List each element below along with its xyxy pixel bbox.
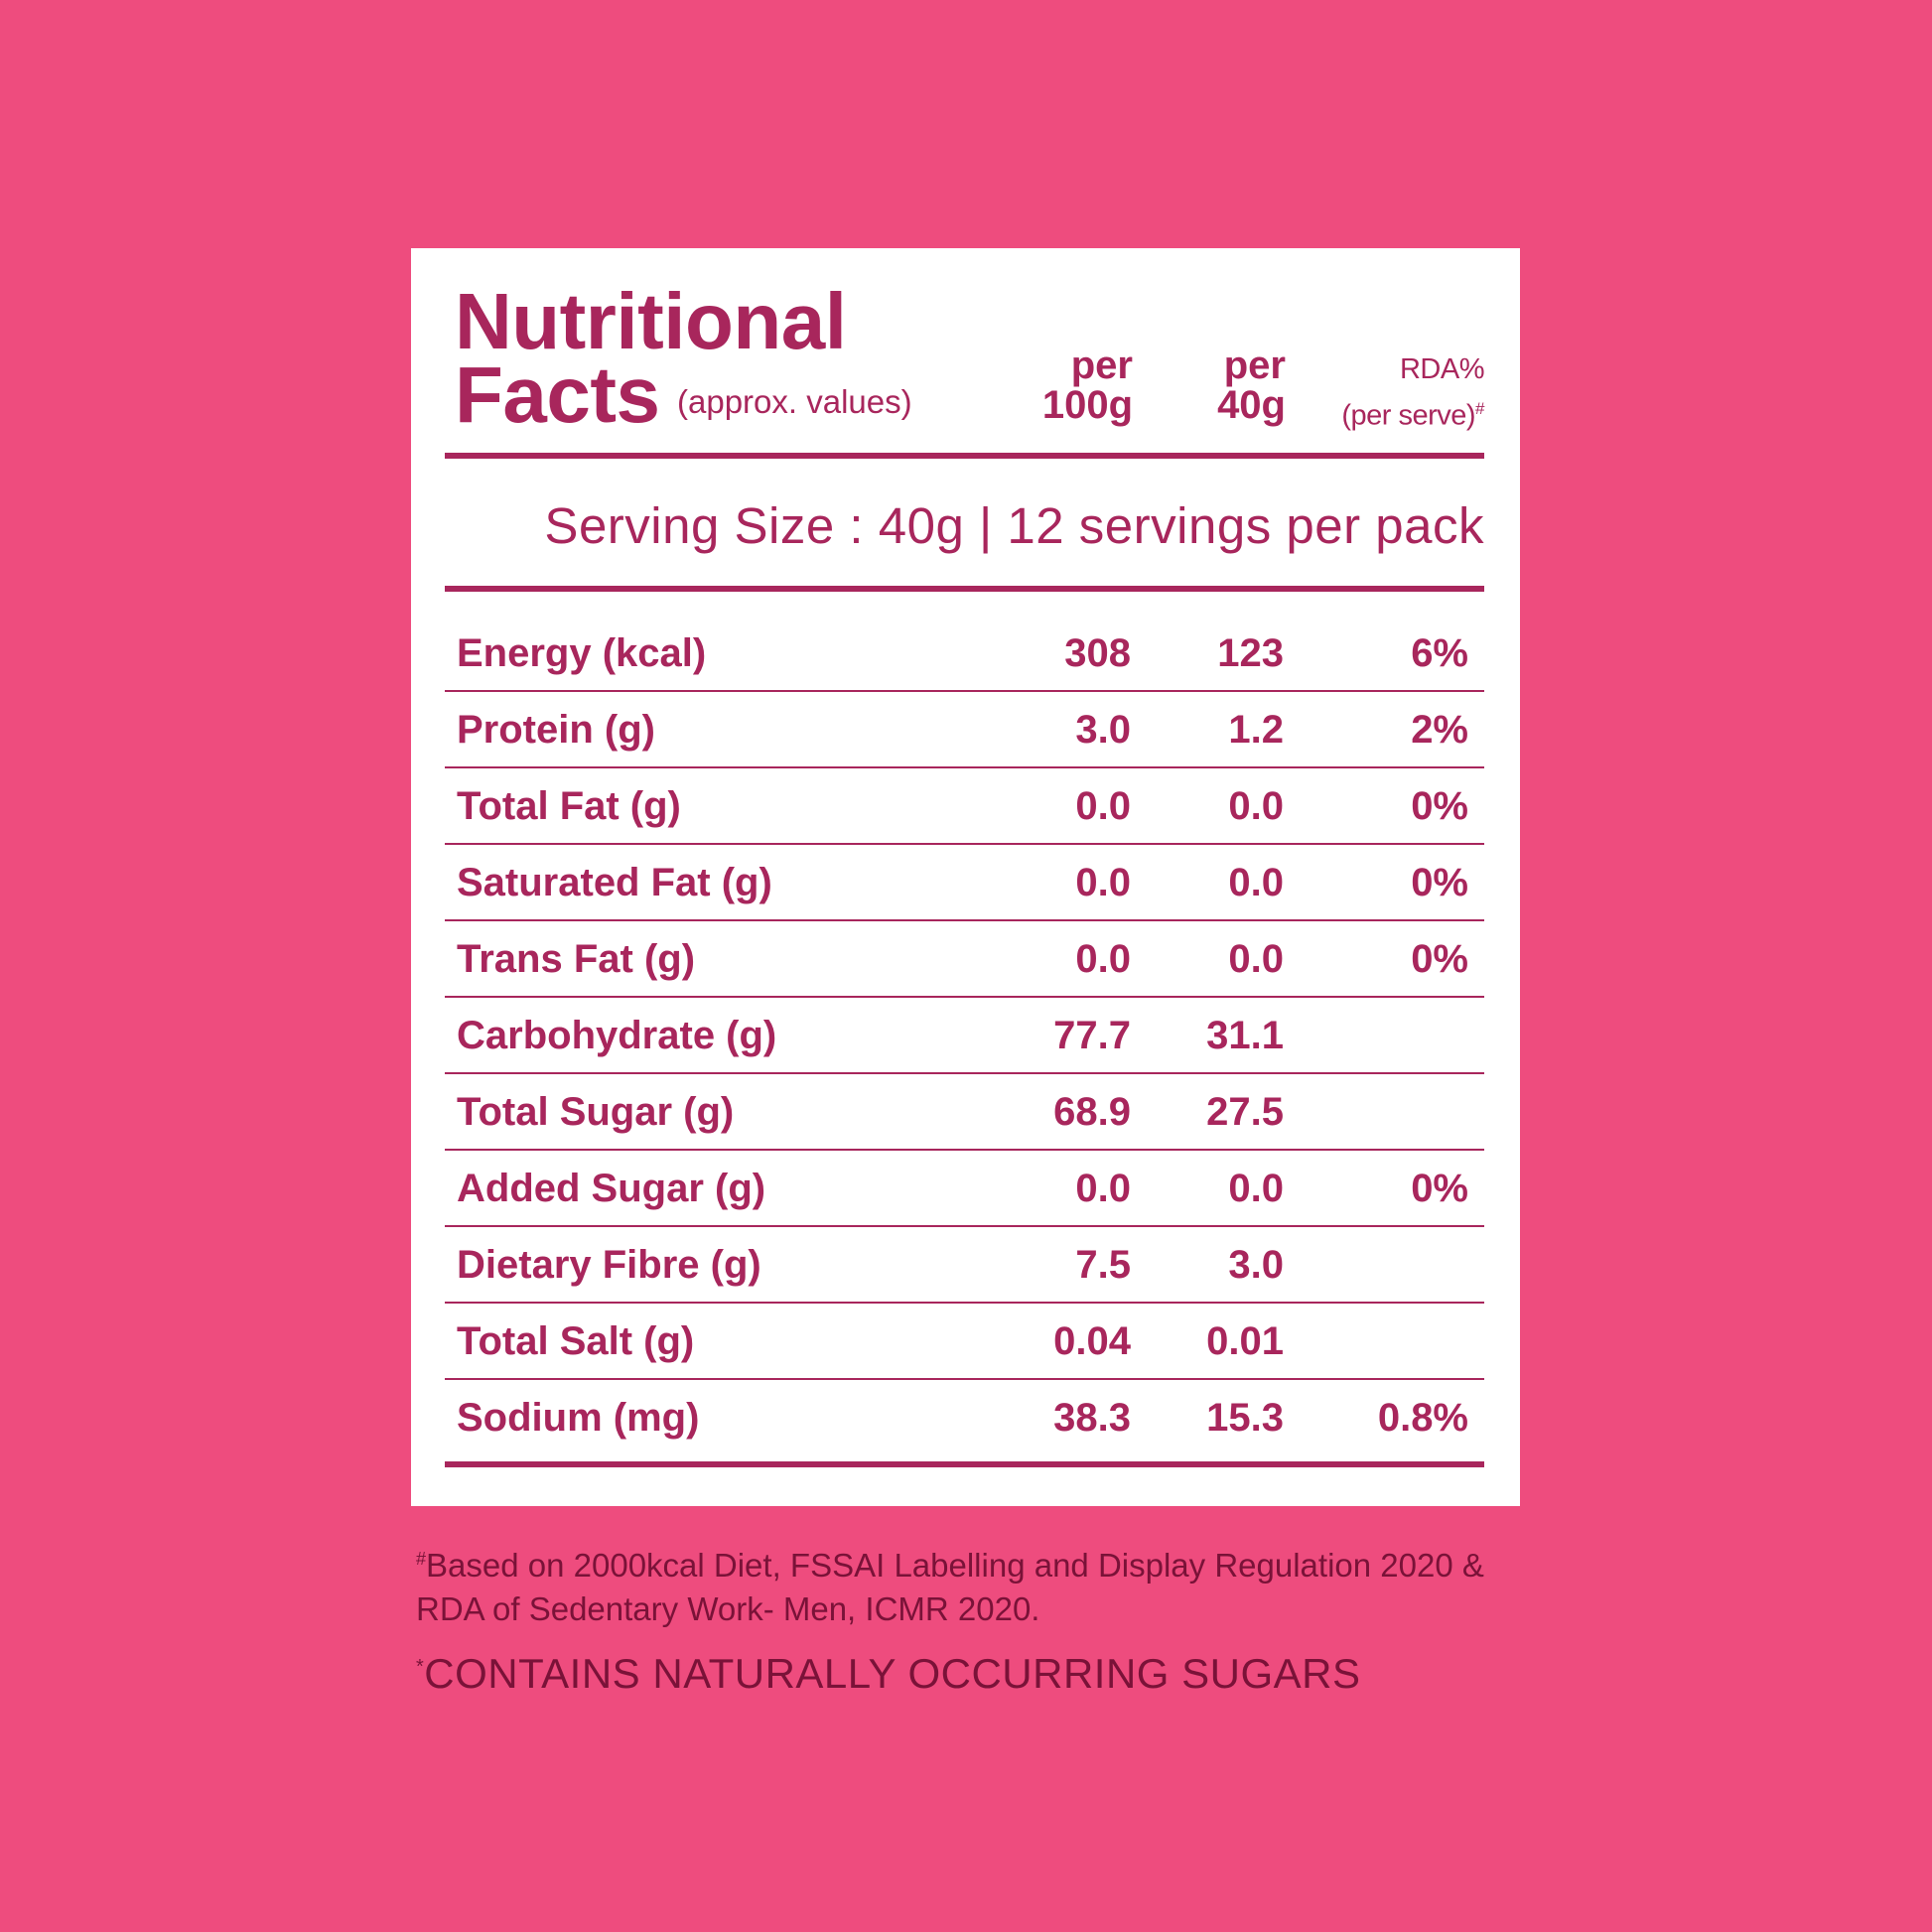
column-header-rda-mark: # (1475, 399, 1484, 418)
nutrition-facts-panel: Nutritional Facts (approx. values) per 1… (411, 248, 1520, 1506)
nutrition-table: Energy (kcal) 308 123 6% Protein (g) 3.0 1.2 2%… (445, 616, 1484, 1456)
table-row: Total Salt (g) 0.04 0.01 (445, 1304, 1484, 1380)
table-row: Added Sugar (g) 0.0 0.0 0% (445, 1151, 1484, 1227)
divider-rule (445, 1461, 1484, 1467)
footnote: #Based on 2000kcal Diet, FSSAI Labelling… (416, 1537, 1538, 1631)
column-header-per-40g-top: per (1223, 344, 1286, 387)
value-rda: 0% (1411, 1167, 1468, 1210)
column-header-per-100g-bottom: 100g (1041, 383, 1133, 427)
table-row: Trans Fat (g) 0.0 0.0 0% (445, 921, 1484, 998)
value-per-100g: 0.0 (1075, 784, 1131, 828)
value-per-40g: 0.01 (1206, 1319, 1284, 1363)
column-header-per-100g-top: per (1070, 344, 1133, 387)
value-per-100g: 0.0 (1075, 937, 1131, 981)
table-row: Total Fat (g) 0.0 0.0 0% (445, 768, 1484, 845)
table-row: Energy (kcal) 308 123 6% (445, 616, 1484, 692)
value-per-100g: 0.04 (1053, 1319, 1131, 1363)
table-row: Carbohydrate (g) 77.7 31.1 (445, 998, 1484, 1074)
contains-note: *CONTAINS NATURALLY OCCURRING SUGARS (416, 1642, 1360, 1699)
footnote-text: Based on 2000kcal Diet, FSSAI Labelling … (416, 1547, 1484, 1627)
row-label: Carbohydrate (g) (457, 1014, 777, 1057)
table-row: Protein (g) 3.0 1.2 2% (445, 692, 1484, 768)
approx-values-note: (approx. values) (677, 383, 912, 420)
row-label: Dietary Fibre (g) (457, 1243, 761, 1287)
value-per-100g: 77.7 (1053, 1014, 1131, 1057)
column-header-per-100g: per 100g (1042, 345, 1133, 425)
column-header-rda-bottom: (per serve)# (1341, 389, 1484, 436)
value-per-40g: 31.1 (1206, 1014, 1284, 1057)
value-rda: 0% (1411, 861, 1468, 904)
value-per-40g: 15.3 (1206, 1396, 1284, 1440)
row-label: Total Salt (g) (457, 1319, 695, 1363)
value-rda: 6% (1411, 631, 1468, 675)
column-header-per-40g: per 40g (1217, 345, 1286, 425)
column-header-rda-top: RDA% (1399, 353, 1485, 385)
column-header-per-40g-bottom: 40g (1217, 383, 1286, 427)
value-rda: 0% (1411, 937, 1468, 981)
table-row: Dietary Fibre (g) 7.5 3.0 (445, 1227, 1484, 1304)
row-label: Energy (kcal) (457, 631, 707, 675)
value-per-40g: 3.0 (1228, 1243, 1284, 1287)
value-per-100g: 3.0 (1075, 708, 1131, 752)
value-per-40g: 0.0 (1228, 937, 1284, 981)
value-per-40g: 0.0 (1228, 784, 1284, 828)
value-per-100g: 0.0 (1075, 1167, 1131, 1210)
table-row: Sodium (mg) 38.3 15.3 0.8% (445, 1380, 1484, 1456)
contains-mark: * (416, 1656, 425, 1678)
value-rda: 0.8% (1377, 1396, 1468, 1440)
table-row: Saturated Fat (g) 0.0 0.0 0% (445, 845, 1484, 921)
divider-rule (445, 453, 1484, 459)
value-per-40g: 0.0 (1228, 1167, 1284, 1210)
serving-size: Serving Size : 40g | 12 servings per pac… (544, 497, 1484, 554)
value-per-40g: 1.2 (1228, 708, 1284, 752)
row-label: Trans Fat (g) (457, 937, 696, 981)
footnote-mark: # (416, 1549, 427, 1569)
row-label: Total Fat (g) (457, 784, 681, 828)
row-label: Added Sugar (g) (457, 1167, 766, 1210)
row-label: Protein (g) (457, 708, 655, 752)
title-line-2: Facts (455, 350, 660, 439)
divider-rule (445, 586, 1484, 592)
column-header-rda: RDA% (per serve)# (1341, 349, 1484, 436)
contains-text: CONTAINS NATURALLY OCCURRING SUGARS (424, 1650, 1361, 1697)
value-rda: 2% (1411, 708, 1468, 752)
value-per-100g: 0.0 (1075, 861, 1131, 904)
value-per-40g: 27.5 (1206, 1090, 1284, 1134)
value-per-100g: 68.9 (1053, 1090, 1131, 1134)
row-label: Sodium (mg) (457, 1396, 700, 1440)
value-rda: 0% (1411, 784, 1468, 828)
value-per-100g: 38.3 (1053, 1396, 1131, 1440)
column-header-rda-bottom-text: (per serve) (1341, 399, 1476, 432)
value-per-40g: 123 (1217, 631, 1284, 675)
value-per-40g: 0.0 (1228, 861, 1284, 904)
table-row: Total Sugar (g) 68.9 27.5 (445, 1074, 1484, 1151)
title-line-1: Nutritional (455, 277, 847, 365)
value-per-100g: 308 (1064, 631, 1131, 675)
value-per-100g: 7.5 (1075, 1243, 1131, 1287)
row-label: Saturated Fat (g) (457, 861, 772, 904)
row-label: Total Sugar (g) (457, 1090, 735, 1134)
